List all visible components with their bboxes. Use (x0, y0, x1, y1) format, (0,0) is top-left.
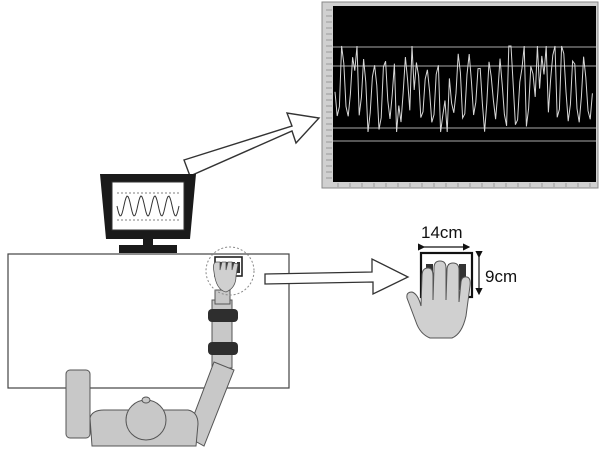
signal-y-axis-ticks (326, 9, 332, 179)
arrow-icon-hand-to-detail (264, 257, 410, 296)
signal-trace (334, 45, 593, 133)
width-label: 14cm (421, 223, 463, 242)
monitor-stand (119, 245, 177, 253)
chair-back (65, 369, 91, 439)
monitor-screen (111, 181, 185, 231)
hand-icon-on-table (205, 246, 255, 296)
emg-cuff-upper (208, 309, 238, 322)
table-surface (7, 253, 290, 389)
hand-highlight-circle (205, 246, 255, 296)
nose (141, 396, 151, 404)
hand-detail: 14cm 9cm (406, 223, 517, 339)
monitor-signal-trace (116, 195, 180, 217)
monitor-icon (100, 174, 196, 253)
arrow-icon-monitor-to-display (183, 112, 321, 177)
head (125, 399, 167, 441)
person-icon (65, 289, 238, 447)
signal-x-axis-ticks (337, 183, 591, 187)
hand-icon (406, 260, 471, 339)
signal-display-panel (321, 1, 599, 189)
height-label: 9cm (485, 267, 517, 286)
emg-cuff-lower (208, 342, 238, 355)
